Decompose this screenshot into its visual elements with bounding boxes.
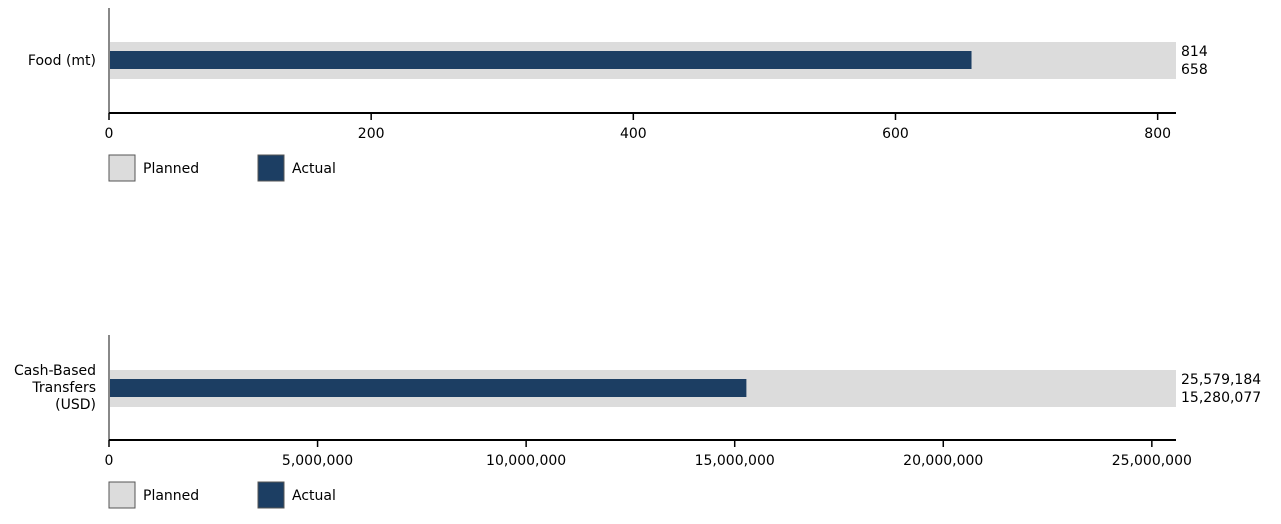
planned-value-label: 814 xyxy=(1181,44,1208,60)
tick-label: 600 xyxy=(882,126,909,142)
legend-swatch-planned xyxy=(108,481,136,509)
tick-label: 0 xyxy=(105,126,114,142)
category-label: Cash-Based xyxy=(14,363,96,379)
tick-label: 0 xyxy=(105,453,114,469)
legend-swatch-actual xyxy=(257,481,285,509)
tick-label: 20,000,000 xyxy=(903,453,983,469)
legend-label-actual: Actual xyxy=(292,488,336,504)
tick-label: 200 xyxy=(358,126,385,142)
actual-value-label: 15,280,077 xyxy=(1181,390,1261,406)
legend-label-actual: Actual xyxy=(292,161,336,177)
legend-label-planned: Planned xyxy=(143,488,199,504)
category-label: (USD) xyxy=(55,397,96,413)
category-label: Food (mt) xyxy=(28,53,96,69)
tick-label: 800 xyxy=(1144,126,1171,142)
actual-value-label: 658 xyxy=(1181,62,1208,78)
chart-panel: Food (mt) 814 658 0 200 400 600 800 Planned Actua… xyxy=(28,8,1208,182)
tick-label: 400 xyxy=(620,126,647,142)
actual-bar xyxy=(109,379,747,397)
actual-bar xyxy=(109,51,972,69)
planned-value-label: 25,579,184 xyxy=(1181,372,1261,388)
tick-label: 15,000,000 xyxy=(695,453,775,469)
tick-label: 5,000,000 xyxy=(282,453,353,469)
category-label: Transfers xyxy=(31,380,96,396)
tick-label: 10,000,000 xyxy=(486,453,566,469)
legend-swatch-actual xyxy=(257,154,285,182)
legend-swatch-planned xyxy=(108,154,136,182)
legend-label-planned: Planned xyxy=(143,161,199,177)
tick-label: 25,000,000 xyxy=(1112,453,1192,469)
